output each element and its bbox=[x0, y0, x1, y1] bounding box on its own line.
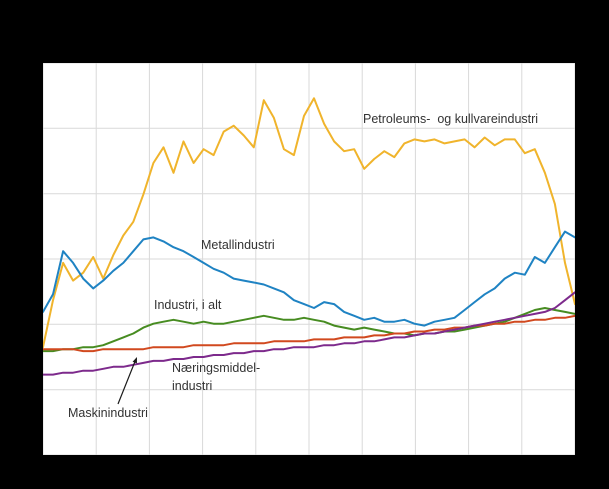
label-naeringsmiddel-line2: industri bbox=[172, 379, 213, 393]
label-naeringsmiddel-line1: Næringsmiddel- bbox=[172, 361, 261, 375]
gridlines bbox=[43, 63, 575, 455]
maskinindustri-arrow bbox=[117, 357, 137, 405]
label-metallindustri: Metallindustri bbox=[201, 238, 275, 252]
plot-area bbox=[43, 63, 575, 455]
label-industri-i-alt: Industri, i alt bbox=[154, 298, 222, 312]
series-line-maskinindustri bbox=[43, 314, 575, 353]
series-line-metallindustri bbox=[43, 230, 575, 327]
plot-svg bbox=[43, 63, 575, 455]
series-line-n-ringsmiddelindustri bbox=[43, 291, 575, 376]
series-line-petroleums-og-kullvareindustri bbox=[43, 97, 575, 349]
label-maskinindustri: Maskinindustri bbox=[68, 406, 148, 420]
label-petroleums-og-kullvareindustri: Petroleums- og kullvareindustri bbox=[363, 112, 539, 126]
